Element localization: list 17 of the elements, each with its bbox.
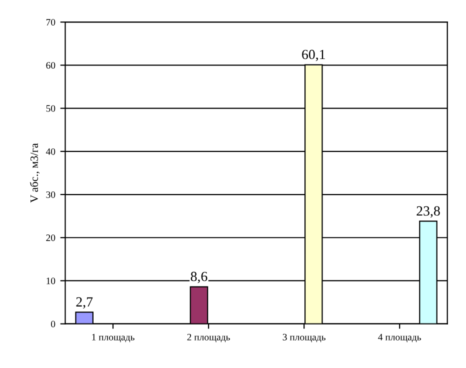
y-tick-label: 50 <box>46 105 56 112</box>
y-tick-label: 40 <box>46 148 56 155</box>
y-axis-title: V абс., м3/га <box>30 143 40 203</box>
data-label: 23,8 <box>416 206 440 218</box>
x-tick-label: 3 площадь <box>282 334 326 342</box>
x-tick-label: 4 площадь <box>378 334 421 342</box>
data-label: 60,1 <box>302 50 325 62</box>
y-tick-label: 30 <box>46 191 56 198</box>
y-tick-label: 20 <box>46 234 56 242</box>
y-tick-label: 70 <box>46 18 56 26</box>
y-tick-label: 60 <box>46 62 56 69</box>
x-tick-label: 1 площадь <box>92 334 134 342</box>
y-tick-label: 10 <box>46 278 56 284</box>
x-tick-label: 2 площадь <box>187 334 230 342</box>
data-label: 8,6 <box>190 272 208 284</box>
y-tick-label: 0 <box>51 320 56 328</box>
data-label: 2,7 <box>76 297 93 309</box>
